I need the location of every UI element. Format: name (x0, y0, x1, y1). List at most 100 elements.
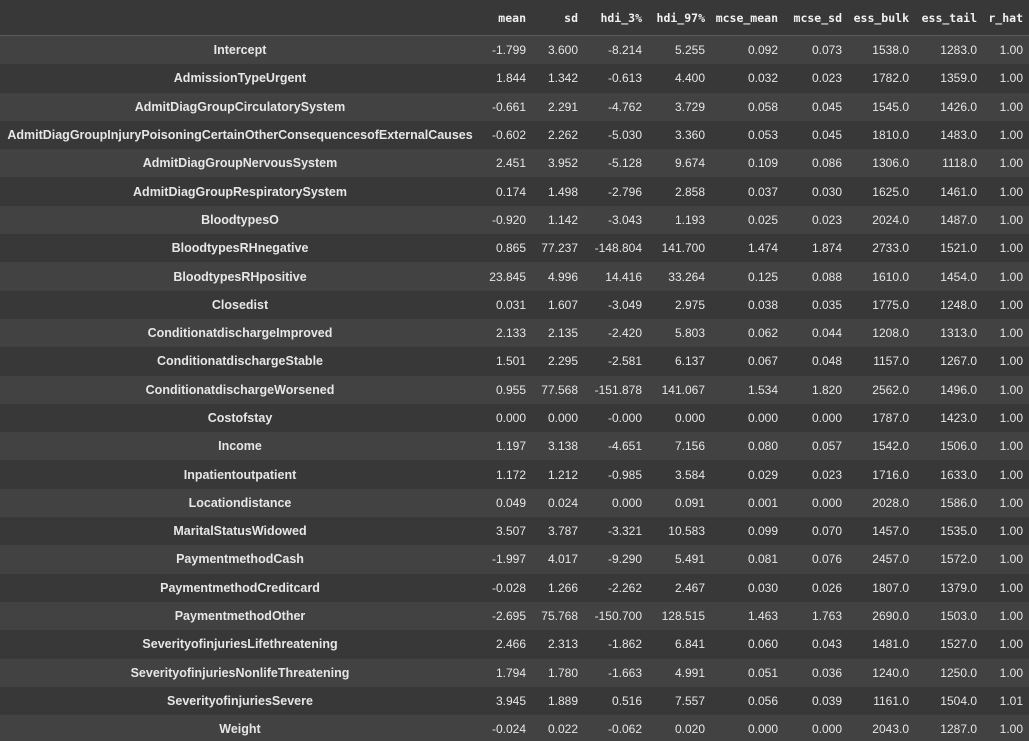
cell-mcse-mean: 0.001 (711, 488, 784, 518)
row-label: SeverityofinjuriesSevere (0, 686, 480, 716)
cell-ess-bulk: 1538.0 (848, 35, 915, 65)
cell-mcse-mean: 0.092 (711, 35, 784, 65)
cell-hdi-97-: 4.991 (648, 658, 711, 687)
table-row: AdmitDiagGroupInjuryPoisoningCertainOthe… (0, 120, 1029, 150)
cell-ess-bulk: 1542.0 (848, 432, 915, 461)
cell-ess-tail: 1426.0 (915, 92, 983, 121)
cell-hdi-3-: -2.796 (584, 177, 648, 206)
cell-ess-tail: 1250.0 (915, 658, 983, 687)
cell-mcse-mean: 0.080 (711, 432, 784, 461)
cell-ess-bulk: 1810.0 (848, 120, 915, 150)
cell-mcse-sd: 0.045 (784, 120, 848, 150)
table-row: Costofstay 0.000 0.000 -0.000 0.000 0.000 0.00… (0, 403, 1029, 433)
cell-mean: 1.844 (480, 64, 532, 93)
table-row: SeverityofinjuriesNonlifeThreatening 1.79… (0, 658, 1029, 687)
table-row: Weight -0.024 0.022 -0.062 0.020 0.000 0.000 20… (0, 715, 1029, 741)
cell-r-hat: 1.00 (983, 545, 1029, 574)
cell-mcse-mean: 0.029 (711, 460, 784, 489)
cell-sd: 2.313 (532, 630, 584, 659)
cell-ess-tail: 1633.0 (915, 460, 983, 489)
cell-hdi-3-: -151.878 (584, 375, 648, 404)
cell-mcse-sd: 0.039 (784, 686, 848, 716)
cell-hdi-97-: 128.515 (648, 601, 711, 631)
cell-hdi-97-: 141.067 (648, 375, 711, 404)
cell-hdi-97-: 3.584 (648, 460, 711, 489)
cell-r-hat: 1.01 (983, 686, 1029, 716)
cell-ess-tail: 1586.0 (915, 488, 983, 518)
cell-mcse-mean: 0.030 (711, 573, 784, 602)
cell-hdi-3-: -9.290 (584, 545, 648, 574)
cell-ess-bulk: 1481.0 (848, 630, 915, 659)
cell-mcse-sd: 0.070 (784, 517, 848, 546)
row-label: BloodtypesRHnegative (0, 234, 480, 263)
cell-mcse-mean: 0.000 (711, 715, 784, 741)
cell-mcse-mean: 0.099 (711, 517, 784, 546)
row-label: AdmitDiagGroupNervousSystem (0, 149, 480, 178)
cell-hdi-97-: 141.700 (648, 234, 711, 263)
cell-r-hat: 1.00 (983, 347, 1029, 376)
cell-hdi-3-: -3.043 (584, 205, 648, 235)
row-label: Costofstay (0, 403, 480, 433)
cell-mean: -0.024 (480, 715, 532, 741)
cell-ess-bulk: 1240.0 (848, 658, 915, 687)
table-row: Income 1.197 3.138 -4.651 7.156 0.080 0.057 154… (0, 432, 1029, 461)
cell-mean: 2.451 (480, 149, 532, 178)
cell-mean: 23.845 (480, 262, 532, 291)
cell-mcse-sd: 0.086 (784, 149, 848, 178)
cell-hdi-97-: 5.803 (648, 318, 711, 348)
cell-sd: 0.024 (532, 488, 584, 518)
cell-sd: 75.768 (532, 601, 584, 631)
cell-sd: 0.000 (532, 403, 584, 433)
cell-mcse-sd: 0.000 (784, 403, 848, 433)
cell-mcse-mean: 1.534 (711, 375, 784, 404)
cell-hdi-3-: -3.049 (584, 290, 648, 319)
row-label: Weight (0, 715, 480, 741)
cell-mcse-mean: 0.051 (711, 658, 784, 687)
header-mean: mean (480, 0, 532, 36)
cell-mcse-sd: 0.048 (784, 347, 848, 376)
table-row: Closedist 0.031 1.607 -3.049 2.975 0.038 0.035… (0, 290, 1029, 319)
cell-hdi-97-: 2.467 (648, 573, 711, 602)
cell-hdi-3-: 0.000 (584, 488, 648, 518)
cell-r-hat: 1.00 (983, 488, 1029, 518)
cell-r-hat: 1.00 (983, 290, 1029, 319)
cell-ess-tail: 1506.0 (915, 432, 983, 461)
header-ess-bulk: ess_bulk (848, 0, 915, 36)
table-row: SeverityofinjuriesSevere 3.945 1.889 0.516 7… (0, 686, 1029, 716)
cell-mean: 1.501 (480, 347, 532, 376)
header-mcse-mean: mcse_mean (711, 0, 784, 36)
header-hdi-3-: hdi_3% (584, 0, 648, 36)
cell-hdi-97-: 3.729 (648, 92, 711, 121)
cell-sd: 2.291 (532, 92, 584, 121)
row-label: PaymentmethodOther (0, 601, 480, 631)
cell-hdi-3-: -148.804 (584, 234, 648, 263)
row-label: ConditionatdischargeStable (0, 347, 480, 376)
cell-hdi-97-: 0.000 (648, 403, 711, 433)
cell-ess-tail: 1521.0 (915, 234, 983, 263)
cell-mean: 1.172 (480, 460, 532, 489)
cell-mean: -0.920 (480, 205, 532, 235)
cell-mcse-sd: 0.030 (784, 177, 848, 206)
cell-sd: 1.607 (532, 290, 584, 319)
cell-hdi-3-: -0.000 (584, 403, 648, 433)
cell-r-hat: 1.00 (983, 517, 1029, 546)
row-label: SeverityofinjuriesNonlifeThreatening (0, 658, 480, 687)
cell-sd: 1.498 (532, 177, 584, 206)
cell-r-hat: 1.00 (983, 205, 1029, 235)
cell-r-hat: 1.00 (983, 64, 1029, 93)
cell-ess-tail: 1487.0 (915, 205, 983, 235)
cell-mcse-mean: 1.463 (711, 601, 784, 631)
cell-hdi-3-: 14.416 (584, 262, 648, 291)
cell-hdi-3-: 0.516 (584, 686, 648, 716)
cell-sd: 77.237 (532, 234, 584, 263)
cell-ess-tail: 1267.0 (915, 347, 983, 376)
cell-ess-bulk: 1161.0 (848, 686, 915, 716)
header-ess-tail: ess_tail (915, 0, 983, 36)
cell-hdi-97-: 3.360 (648, 120, 711, 150)
cell-mcse-mean: 0.037 (711, 177, 784, 206)
cell-r-hat: 1.00 (983, 234, 1029, 263)
cell-hdi-97-: 1.193 (648, 205, 711, 235)
cell-sd: 0.022 (532, 715, 584, 741)
header-r-hat: r_hat (983, 0, 1029, 36)
